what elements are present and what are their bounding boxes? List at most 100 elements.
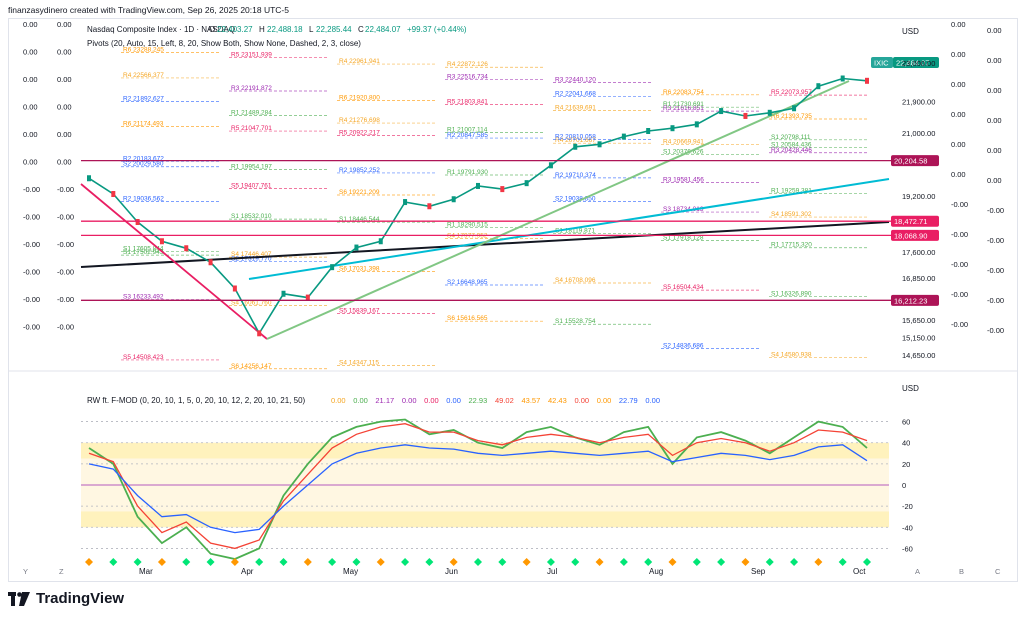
price-tag-box [891,294,939,306]
osc-title: RW ft. F-MOD (0, 20, 10, 1, 5, 0, 20, 10… [87,396,306,405]
osc-signal-marker [206,558,215,566]
time-axis-label: Aug [649,567,663,576]
left-axis-label-2: -0.00 [57,295,74,304]
price-candle [792,105,797,112]
pivot-label: S6 17031.398 [339,266,380,273]
right-axis-label-2: -0.00 [987,206,1004,215]
osc-signal-marker [668,558,677,566]
osc-signal-marker [133,558,142,566]
osc-series-line [88,418,868,560]
right-axis-label-2: -0.00 [987,326,1004,335]
pivot-label: S1 16326.890 [771,290,812,297]
price-tag-box [891,155,939,167]
pivot-label: S5 19407.761 [231,182,272,189]
price-candle [232,285,237,292]
pivot-label: S4 14347.115 [339,360,379,367]
osc-value: 0.00 [446,396,461,405]
trend-line-green [266,80,850,340]
left-axis-label: 0.00 [23,103,38,112]
time-axis-label: May [343,567,358,576]
price-candle [719,108,724,115]
pivot-label: R3 21616.851 [663,105,704,112]
legend-l-label: L [309,25,314,34]
brand-logo[interactable]: TradingView [8,590,124,607]
pivot-label: R4 20701.667 [555,137,596,144]
price-tag-label: 18,068.90 [894,231,927,240]
pivot-label: R6 21393.735 [771,113,812,120]
price-candle [208,259,213,266]
pivot-label: S1 15528.754 [555,318,596,325]
osc-axis-tick: 40 [902,439,910,448]
legend-o-label: O [209,25,215,34]
time-axis-label: Oct [853,567,866,576]
left-axis-label-2: 0.00 [57,158,72,167]
osc-signal-marker [619,558,628,566]
pivot-label: R5 23151.939 [231,51,272,58]
pivot-label: S4 14580.938 [771,351,812,358]
pivot-label: R2 19710.374 [555,172,596,179]
osc-signal-marker [595,558,604,566]
price-candle [816,83,821,90]
time-axis-label: Apr [241,567,254,576]
price-candle [427,203,432,210]
pivot-label: R4 22872.126 [447,61,488,68]
pivot-label: S4 18591.302 [771,211,812,218]
osc-axis-tick: 60 [902,418,910,427]
pivot-label: S2 19038.850 [555,195,596,202]
price-candle [111,191,116,197]
price-candle [840,75,845,82]
left-axis-label-2: 0.00 [57,130,72,139]
legend-pivots: Pivots (20, Auto, 15, Left, 8, 20, Show … [87,39,361,48]
osc-signal-marker [449,558,458,566]
price-candle [330,264,335,271]
osc-value: 43.57 [522,396,541,405]
left-axis-label-2: -0.00 [57,268,74,277]
right-axis-label-2: 0.00 [987,26,1002,35]
right-axis-label: -0.00 [951,260,968,269]
right-axis-label-2: 0.00 [987,176,1002,185]
price-chart[interactable]: Nasdaq Composite Index · 1D · NASDAQ O 2… [9,19,1017,581]
right-axis-label: -0.00 [951,200,968,209]
price-candle [646,128,651,134]
osc-value: 49.02 [495,396,514,405]
price-candle [257,330,262,337]
pivot-label: R2 20847.585 [447,132,488,139]
price-candle [767,109,772,116]
osc-signal-marker [157,558,166,566]
right-axis-label-2: 0.00 [987,56,1002,65]
price-candle [694,121,699,128]
left-axis-label: -0.00 [23,240,40,249]
osc-series-line [88,423,868,550]
pivot-label: S6 14256.147 [231,363,272,370]
pivot-label: R2 20810.058 [555,133,596,140]
tradingview-icon [8,591,30,606]
pivot-label: S1 18446.544 [339,216,380,223]
pivot-label: R5 21047.701 [231,125,272,132]
bottom-letter: C [995,567,1001,576]
pivot-label: R2 19852.252 [339,167,380,174]
left-axis-label: 0.00 [23,130,38,139]
osc-axis-tick: 20 [902,460,910,469]
pivot-label: R6 23288.245 [123,47,164,54]
pivot-label: S2 17319.770 [231,256,272,263]
pivot-label: S5 15839.167 [339,307,380,314]
osc-signal-marker [522,558,531,566]
osc-axis-tick: -20 [902,502,913,511]
left-axis-label-2: 0.00 [57,103,72,112]
pivot-label: S6 19221.209 [339,189,380,196]
osc-signal-marker [863,558,871,566]
pivot-label: R1 19259.381 [771,188,812,195]
price-axis-tick: 14,650.00 [902,351,935,360]
pivot-label: S4 17977.952 [447,233,488,240]
left-axis-label: 0.00 [23,158,38,167]
time-axis-label: Mar [139,567,153,576]
osc-value: 0.00 [402,396,417,405]
pivot-label: R1 17715.320 [771,242,812,249]
pivot-label: S1 20584.436 [771,141,812,148]
price-candle [159,238,164,245]
price-candle [621,133,626,140]
price-candle [281,290,286,297]
osc-signal-marker [182,558,191,566]
price-candle [184,245,189,252]
osc-signal-marker [279,558,288,566]
